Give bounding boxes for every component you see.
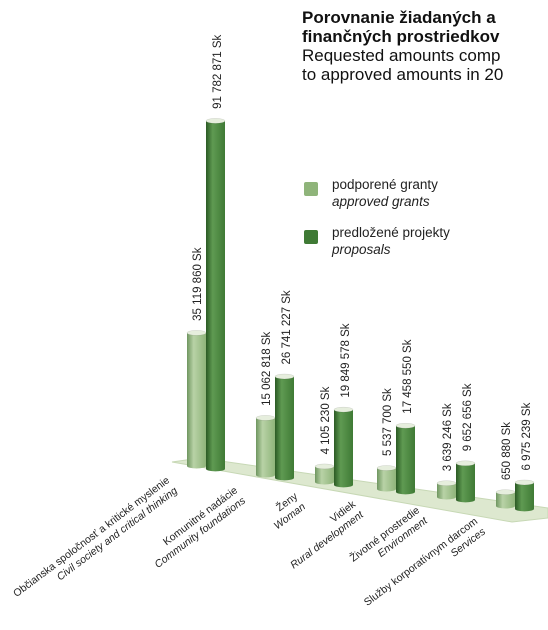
- bar-approved: [314, 463, 335, 485]
- title-sk-line2: finančných prostriedkov: [302, 27, 500, 46]
- value-label-proposals: 6 975 239 Sk: [521, 402, 533, 470]
- bar-proposals: [514, 479, 535, 512]
- legend-swatch-approved: [304, 182, 318, 196]
- title-sk-line1: Porovnanie žiadaných a: [302, 8, 496, 27]
- bar-approved: [436, 480, 457, 500]
- value-label-approved: 15 062 818 Sk: [261, 331, 273, 405]
- value-label-proposals: 9 652 656 Sk: [462, 383, 474, 451]
- value-label-proposals: 26 741 227 Sk: [281, 290, 293, 364]
- category-label-sk: Občianska spoločnosť a kritické myslenie: [11, 474, 172, 599]
- value-label-approved: 35 119 860 Sk: [192, 247, 204, 321]
- value-label-proposals: 19 849 578 Sk: [340, 323, 352, 397]
- bar-proposals: [274, 373, 295, 481]
- bar-proposals: [333, 406, 354, 488]
- chart-title: Porovnanie žiadaných a finančných prostr…: [302, 8, 548, 84]
- legend-swatch-proposals: [304, 230, 318, 244]
- legend-item-approved: podporené granty approved grants: [302, 176, 542, 224]
- bar-approved: [376, 465, 397, 492]
- category-label-0: Občianska spoločnosť a kritické myslenie…: [11, 474, 180, 599]
- bar-approved: [495, 489, 516, 509]
- value-label-approved: 5 537 700 Sk: [382, 388, 394, 456]
- value-label-proposals: 17 458 550 Sk: [402, 339, 414, 413]
- value-label-approved: 3 639 246 Sk: [442, 403, 454, 471]
- bar-approved: [186, 330, 207, 469]
- legend-item-proposals: predložené projekty proposals: [302, 224, 542, 272]
- legend-label-approved-en: approved grants: [332, 194, 430, 209]
- legend: podporené granty approved grants predlož…: [302, 176, 542, 272]
- bar-approved: [255, 415, 276, 478]
- category-label-en: Community foundations: [153, 494, 249, 570]
- title-en-line2: to approved amounts in 20: [302, 65, 504, 84]
- legend-label-proposals-en: proposals: [332, 242, 391, 257]
- legend-label-proposals: predložené projekty: [332, 225, 450, 240]
- bar-proposals: [205, 118, 226, 472]
- title-en-line1: Requested amounts comp: [302, 46, 501, 65]
- value-label-proposals: 91 782 871 Sk: [212, 34, 224, 108]
- value-label-approved: 4 105 230 Sk: [320, 386, 332, 454]
- value-label-approved: 650 880 Sk: [501, 422, 513, 480]
- bar-proposals: [455, 460, 476, 503]
- legend-label-approved: podporené granty: [332, 177, 438, 192]
- bar-proposals: [395, 422, 416, 495]
